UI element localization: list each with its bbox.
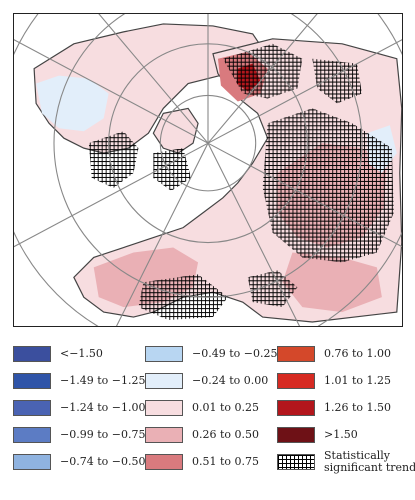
legend-swatch <box>277 454 315 470</box>
legend-item: −0.24 to 0.00 <box>145 371 268 391</box>
legend: <−1.50 −1.49 to −1.25 −1.24 to −1.00 −0.99 … <box>13 340 415 498</box>
legend-item: −0.49 to −0.25 <box>145 344 277 364</box>
legend-swatch <box>145 400 183 416</box>
legend-item: −0.74 to −0.50 <box>13 452 145 472</box>
legend-item: <−1.50 <box>13 344 103 364</box>
legend-swatch <box>277 373 315 389</box>
legend-swatch <box>13 427 51 443</box>
legend-label: −0.99 to −0.75 <box>60 428 146 441</box>
graticule <box>14 14 402 326</box>
legend-swatch <box>13 346 51 362</box>
region-central-asia <box>282 252 382 313</box>
legend-label: −0.74 to −0.50 <box>60 455 146 468</box>
legend-label: 0.26 to 0.50 <box>192 428 260 441</box>
legend-swatch <box>13 373 51 389</box>
legend-item: −0.99 to −0.75 <box>13 425 145 445</box>
legend-item: Statistically significant trend <box>277 449 415 474</box>
legend-label: 1.01 to 1.25 <box>324 374 392 387</box>
legend-label: 0.51 to 0.75 <box>192 455 260 468</box>
legend-item: >1.50 <box>277 425 358 445</box>
region-alaska-cool <box>36 75 109 132</box>
legend-label: −0.49 to −0.25 <box>192 347 278 360</box>
legend-item: 0.51 to 0.75 <box>145 452 259 472</box>
legend-swatch <box>277 346 315 362</box>
map-canvas <box>14 14 402 326</box>
legend-item: 0.01 to 0.25 <box>145 398 259 418</box>
legend-swatch <box>277 427 315 443</box>
legend-item: 1.01 to 1.25 <box>277 371 391 391</box>
legend-label: >1.50 <box>324 428 358 441</box>
legend-swatch <box>145 373 183 389</box>
legend-label: Statistically significant trend <box>324 449 415 474</box>
legend-label: 0.76 to 1.00 <box>324 347 392 360</box>
significance-hatching <box>88 43 394 321</box>
legend-label: −1.49 to −1.25 <box>60 374 146 387</box>
legend-label: <−1.50 <box>60 347 103 360</box>
legend-swatch <box>145 454 183 470</box>
legend-swatch <box>145 346 183 362</box>
legend-item: 0.26 to 0.50 <box>145 425 259 445</box>
polar-map <box>13 13 403 327</box>
legend-swatch <box>13 454 51 470</box>
legend-label: −0.24 to 0.00 <box>192 374 269 387</box>
legend-swatch <box>13 400 51 416</box>
legend-item: −1.24 to −1.00 <box>13 398 145 418</box>
legend-label: −1.24 to −1.00 <box>60 401 146 414</box>
legend-item: −1.49 to −1.25 <box>13 371 145 391</box>
legend-swatch <box>277 400 315 416</box>
legend-label: 0.01 to 0.25 <box>192 401 260 414</box>
legend-label: 1.26 to 1.50 <box>324 401 392 414</box>
legend-swatch <box>145 427 183 443</box>
legend-item: 1.26 to 1.50 <box>277 398 391 418</box>
legend-item: 0.76 to 1.00 <box>277 344 391 364</box>
